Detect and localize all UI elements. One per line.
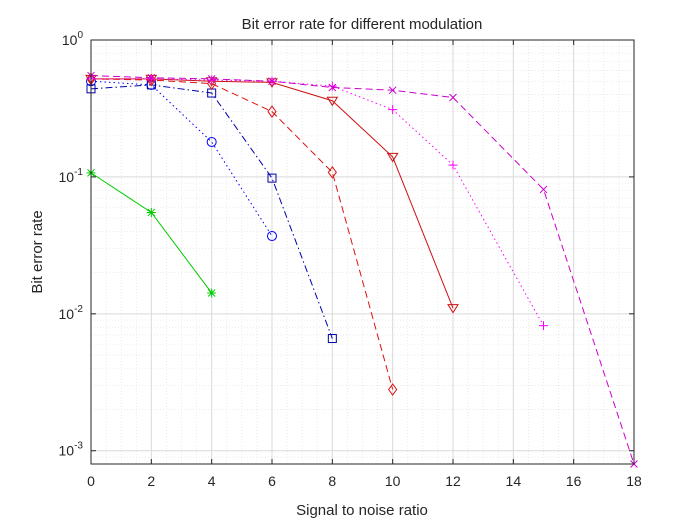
plot-box (90, 39, 635, 465)
data-point-red-triangle (326, 96, 339, 107)
x-axis-label: Signal to noise ratio (296, 502, 428, 519)
y-tick-exponent: -2 (74, 304, 83, 315)
x-tick-label: 12 (445, 473, 461, 489)
x-tick-label: 2 (147, 473, 155, 489)
y-tick-exponent: -3 (74, 441, 83, 452)
series-line-magenta-plus (91, 78, 544, 326)
y-tick-exponent: -1 (74, 167, 83, 178)
data-point-magenta-x (328, 83, 337, 92)
series-line-magenta-x (90, 75, 635, 465)
y-tick-label: 10-2 (59, 304, 84, 322)
y-tick-label: 100 (62, 30, 84, 48)
series-layer (85, 71, 638, 468)
y-axis-label: Bit error rate (29, 210, 46, 293)
data-point-green-star (146, 207, 156, 217)
data-point-magenta-plus (207, 75, 217, 85)
data-point-magenta-x (539, 185, 548, 194)
data-point-red-triangle (447, 304, 459, 314)
x-tick-label: 18 (626, 473, 642, 489)
chart-title: Bit error rate for different modulation (242, 16, 483, 33)
data-point-red-diamond (327, 165, 337, 179)
data-point-magenta-plus (327, 81, 337, 91)
data-point-blue-circle (206, 136, 217, 147)
x-tick-label: 8 (328, 473, 336, 489)
data-point-magenta-x (388, 86, 397, 95)
y-tick-base: 10 (62, 32, 78, 48)
data-point-magenta-x (147, 73, 156, 82)
x-tick-label: 14 (506, 473, 522, 489)
data-point-magenta-plus (388, 105, 398, 115)
y-tick-base: 10 (59, 443, 75, 459)
data-point-blue-square (327, 334, 337, 344)
data-point-blue-square (267, 173, 277, 183)
data-point-magenta-x (207, 75, 216, 83)
x-tick-label: 6 (268, 473, 276, 489)
y-tick-label: 10-3 (59, 441, 84, 459)
data-point-magenta-x (449, 93, 457, 102)
data-point-blue-circle (267, 231, 277, 242)
data-point-magenta-plus (448, 160, 458, 170)
data-point-magenta-plus (146, 74, 156, 84)
y-tick-exponent: 0 (77, 30, 83, 41)
y-tick-label: 10-1 (59, 167, 84, 185)
data-point-red-diamond (388, 383, 398, 396)
series-line-blue-circle (90, 80, 273, 237)
data-point-red-triangle (386, 152, 399, 163)
x-tick-label: 0 (87, 473, 95, 489)
data-point-red-diamond (267, 105, 277, 118)
series-line-red-diamond (90, 78, 394, 390)
data-point-magenta-plus (539, 321, 548, 331)
y-tick-base: 10 (59, 306, 75, 322)
series-line-blue-square (90, 84, 333, 339)
data-point-magenta-x (268, 77, 276, 86)
x-tick-label: 4 (208, 473, 216, 489)
data-point-green-star (207, 288, 217, 298)
y-tick-base: 10 (59, 169, 75, 185)
x-tick-label: 16 (566, 473, 582, 489)
x-tick-label: 10 (385, 473, 401, 489)
